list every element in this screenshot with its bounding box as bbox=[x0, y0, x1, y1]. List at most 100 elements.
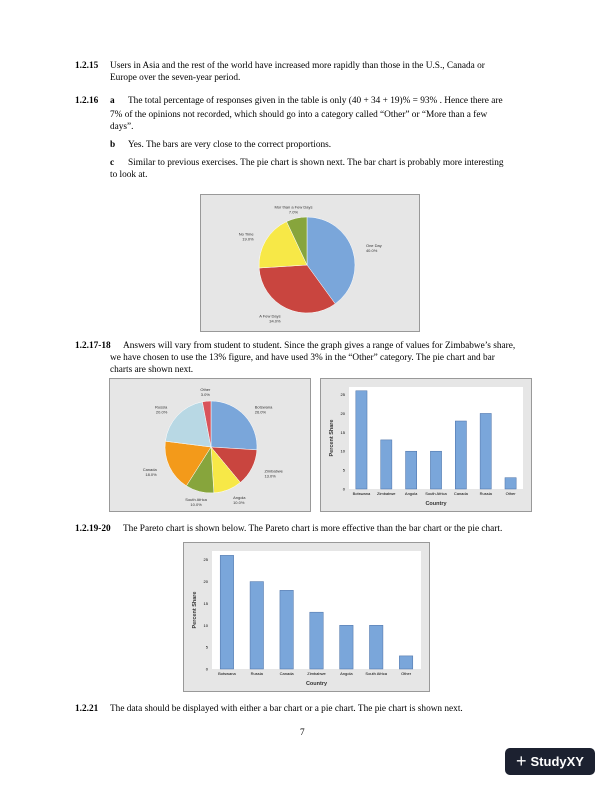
x-tick-label: Angola bbox=[340, 671, 353, 676]
y-tick-label: 15 bbox=[204, 601, 209, 606]
x-axis-label: Country bbox=[425, 501, 447, 507]
bar-svg: 0 5 10 15 20 25 Botswana Russia Canada Zimbabwe An… bbox=[192, 551, 421, 687]
x-tick-label: Zimbabwe bbox=[307, 671, 326, 676]
bar bbox=[380, 439, 393, 490]
bar bbox=[309, 611, 324, 670]
slice-label: One Day bbox=[366, 243, 382, 248]
slice-label: Botswana bbox=[255, 405, 273, 410]
y-tick-label: 10 bbox=[341, 449, 346, 454]
slice-label: A Few Days bbox=[259, 313, 280, 318]
slice-value-label: 18.0% bbox=[145, 472, 157, 477]
section-number: 1.2.15 bbox=[75, 61, 99, 71]
x-tick-label: Canada bbox=[454, 491, 469, 496]
y-axis-label: Percent Share bbox=[192, 592, 198, 629]
y-tick-label: 15 bbox=[341, 430, 346, 435]
x-tick-label: South Africa bbox=[365, 671, 387, 676]
slice-value-label: 26.0% bbox=[255, 410, 267, 415]
section-text: 7% of the opinions not recorded, which s… bbox=[110, 110, 488, 120]
bar-svg: 0 5 10 15 20 25 Botswana Zimbabwe Angola South Af… bbox=[329, 387, 523, 507]
section-number: 1.2.16 bbox=[75, 96, 99, 106]
y-tick-label: 20 bbox=[341, 411, 346, 416]
slice-value-label: 10.0% bbox=[233, 500, 245, 505]
slice-label: Angola bbox=[233, 495, 246, 500]
slice-value-label: 7.0% bbox=[289, 209, 299, 214]
pie-chart-country-share: Botswana 26.0% Zimbabwe 13.0% Angola 10.0% Sou… bbox=[109, 378, 311, 512]
x-tick-label: Angola bbox=[405, 491, 418, 496]
pie-slice bbox=[286, 216, 308, 266]
slice-value-label: 19.0% bbox=[242, 236, 254, 241]
bar bbox=[504, 477, 517, 490]
y-tick-label: 0 bbox=[343, 487, 346, 492]
section-number: 1.2.19-20 bbox=[75, 524, 111, 534]
y-tick-label: 5 bbox=[343, 468, 346, 473]
page-number: 7 bbox=[300, 728, 305, 738]
pareto-chart: 0 5 10 15 20 25 Botswana Russia Canada Zimbabwe An… bbox=[183, 542, 430, 692]
pie-slice bbox=[306, 216, 356, 305]
y-tick-label: 10 bbox=[204, 623, 209, 628]
bar bbox=[355, 390, 368, 490]
slice-value-label: 13.0% bbox=[264, 473, 276, 478]
y-tick-label: 20 bbox=[204, 579, 209, 584]
slice-value-label: 3.0% bbox=[201, 392, 211, 397]
slice-value-label: 20.0% bbox=[156, 410, 168, 415]
section-text: The Pareto chart is shown below. The Par… bbox=[123, 524, 503, 534]
studyxy-logo[interactable]: + StudyXY bbox=[505, 748, 595, 775]
section-text: Answers will vary from student to studen… bbox=[123, 341, 516, 351]
pie-chart-responses: One Day 40.0% A Few Days 34.0% No Time 19.0% M… bbox=[200, 194, 420, 332]
x-tick-label: Botswana bbox=[218, 671, 236, 676]
bar bbox=[369, 625, 384, 670]
bar bbox=[249, 581, 264, 670]
y-axis-label: Percent Share bbox=[329, 420, 335, 457]
bar bbox=[339, 625, 354, 670]
slice-value-label: 10.0% bbox=[190, 502, 202, 507]
slice-value-label: 34.0% bbox=[269, 318, 281, 323]
x-axis-label: Country bbox=[306, 681, 328, 687]
section-text: The total percentage of responses given … bbox=[128, 96, 503, 106]
logo-text: StudyXY bbox=[530, 754, 584, 769]
section-number: 1.2.17-18 bbox=[75, 341, 111, 351]
y-tick-label: 5 bbox=[206, 645, 209, 650]
pie-slice bbox=[165, 401, 212, 448]
section-text: Similar to previous exercises. The pie c… bbox=[128, 158, 504, 168]
x-tick-label: Russia bbox=[480, 491, 493, 496]
section-text: days”. bbox=[110, 122, 134, 132]
section-text: to look at. bbox=[110, 170, 148, 180]
section-number: 1.2.21 bbox=[75, 704, 99, 714]
pie-svg: Botswana26.0%Zimbabwe13.0%Angola10.0%Sou… bbox=[143, 387, 284, 507]
x-tick-label: South Africa bbox=[425, 491, 447, 496]
bar-chart-country-share: 0 5 10 15 20 25 Botswana Zimbabwe Angola South Af… bbox=[320, 378, 532, 512]
x-tick-label: Other bbox=[401, 671, 412, 676]
section-text: Yes. The bars are very close to the corr… bbox=[128, 140, 332, 150]
pie-slice bbox=[210, 400, 258, 451]
slice-value-label: 40.0% bbox=[366, 248, 378, 253]
slice-label: Russia bbox=[155, 405, 168, 410]
pie-slice bbox=[258, 264, 336, 314]
x-tick-label: Russia bbox=[251, 671, 264, 676]
pie-slice bbox=[258, 221, 308, 269]
y-tick-label: 25 bbox=[204, 557, 209, 562]
bar bbox=[219, 555, 234, 670]
section-text: Users in Asia and the rest of the world … bbox=[110, 61, 485, 71]
slice-label: No Time bbox=[239, 231, 255, 236]
section-text: charts are shown next. bbox=[110, 365, 194, 375]
bar bbox=[399, 655, 414, 670]
part-label: a bbox=[110, 96, 115, 106]
x-tick-label: Other bbox=[506, 491, 517, 496]
slice-label: Mor than a Few Days bbox=[274, 204, 312, 209]
x-tick-label: Botswana bbox=[353, 491, 371, 496]
slice-label: Zimbabwe bbox=[264, 468, 283, 473]
part-label: b bbox=[110, 140, 116, 150]
pie-slice bbox=[202, 400, 212, 448]
bar bbox=[455, 420, 467, 490]
section-text: we have chosen to use the 13% figure, an… bbox=[110, 353, 495, 363]
y-tick-label: 0 bbox=[206, 667, 209, 672]
section-text: The data should be displayed with either… bbox=[110, 704, 463, 714]
bar bbox=[479, 413, 492, 490]
bar bbox=[279, 590, 294, 670]
x-tick-label: Canada bbox=[280, 671, 295, 676]
bar bbox=[405, 450, 417, 490]
bar bbox=[430, 450, 442, 490]
x-tick-label: Zimbabwe bbox=[377, 491, 396, 496]
